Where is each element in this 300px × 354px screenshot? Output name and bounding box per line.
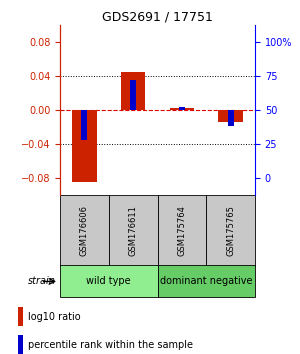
- Text: GSM175764: GSM175764: [177, 205, 186, 256]
- Bar: [60, 195, 109, 266]
- Text: dominant negative: dominant negative: [160, 276, 253, 286]
- Bar: [17, 307, 23, 326]
- Text: GSM176606: GSM176606: [80, 205, 89, 256]
- Bar: [158, 195, 206, 266]
- Text: strain: strain: [28, 276, 56, 286]
- Text: percentile rank within the sample: percentile rank within the sample: [28, 340, 194, 350]
- Text: GSM176611: GSM176611: [129, 205, 138, 256]
- Bar: [17, 335, 23, 354]
- Bar: [170, 108, 194, 110]
- Bar: [60, 266, 158, 297]
- Text: log10 ratio: log10 ratio: [28, 312, 81, 322]
- Bar: [82, 110, 87, 139]
- Bar: [228, 110, 233, 126]
- Title: GDS2691 / 17751: GDS2691 / 17751: [102, 11, 213, 24]
- Bar: [109, 195, 158, 266]
- Bar: [179, 107, 185, 110]
- Bar: [206, 195, 255, 266]
- Bar: [130, 80, 136, 110]
- Text: GSM175765: GSM175765: [226, 205, 235, 256]
- Text: wild type: wild type: [86, 276, 131, 286]
- Bar: [158, 266, 255, 297]
- Bar: [218, 110, 243, 122]
- Bar: [121, 72, 145, 110]
- Bar: [72, 110, 97, 182]
